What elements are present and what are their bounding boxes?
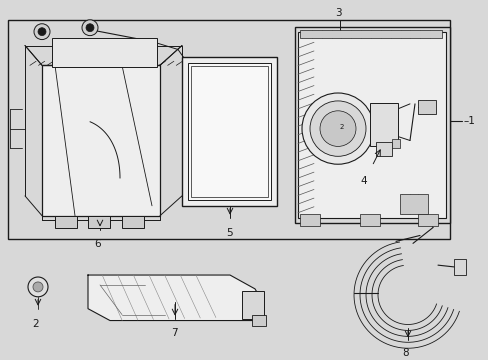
Text: 6: 6 (95, 239, 101, 249)
Circle shape (38, 28, 46, 36)
Circle shape (33, 282, 43, 292)
Bar (8, 20, 449, 239)
Bar (299, 30, 441, 37)
Circle shape (86, 24, 94, 32)
Bar (52, 37, 157, 67)
Bar (359, 214, 379, 226)
Bar (453, 259, 465, 275)
Text: 5: 5 (226, 228, 233, 238)
Bar (369, 103, 397, 147)
Bar (391, 139, 399, 148)
Circle shape (34, 24, 50, 40)
Bar (242, 291, 264, 319)
Bar (294, 27, 449, 222)
Text: –1: –1 (463, 116, 475, 126)
Text: 8: 8 (402, 348, 408, 358)
Circle shape (309, 101, 365, 156)
Text: 2: 2 (339, 123, 344, 130)
Text: 4: 4 (360, 176, 366, 186)
Bar (122, 216, 143, 228)
Bar (191, 66, 267, 197)
Text: 3: 3 (334, 8, 341, 18)
Circle shape (319, 111, 355, 147)
Circle shape (302, 93, 373, 164)
Circle shape (28, 277, 48, 297)
Bar (42, 65, 160, 216)
FancyArrowPatch shape (420, 104, 427, 106)
Bar (182, 57, 276, 206)
Bar (251, 315, 265, 327)
Text: 7: 7 (170, 328, 177, 338)
Bar (399, 194, 427, 214)
Bar (187, 63, 270, 200)
Bar (55, 216, 77, 228)
Bar (417, 214, 437, 226)
Bar (88, 216, 110, 228)
Bar (299, 214, 319, 226)
Circle shape (82, 20, 98, 36)
Polygon shape (88, 275, 262, 320)
Text: 2: 2 (33, 319, 39, 329)
Bar (297, 32, 445, 218)
Bar (417, 100, 435, 114)
Bar (375, 143, 391, 156)
